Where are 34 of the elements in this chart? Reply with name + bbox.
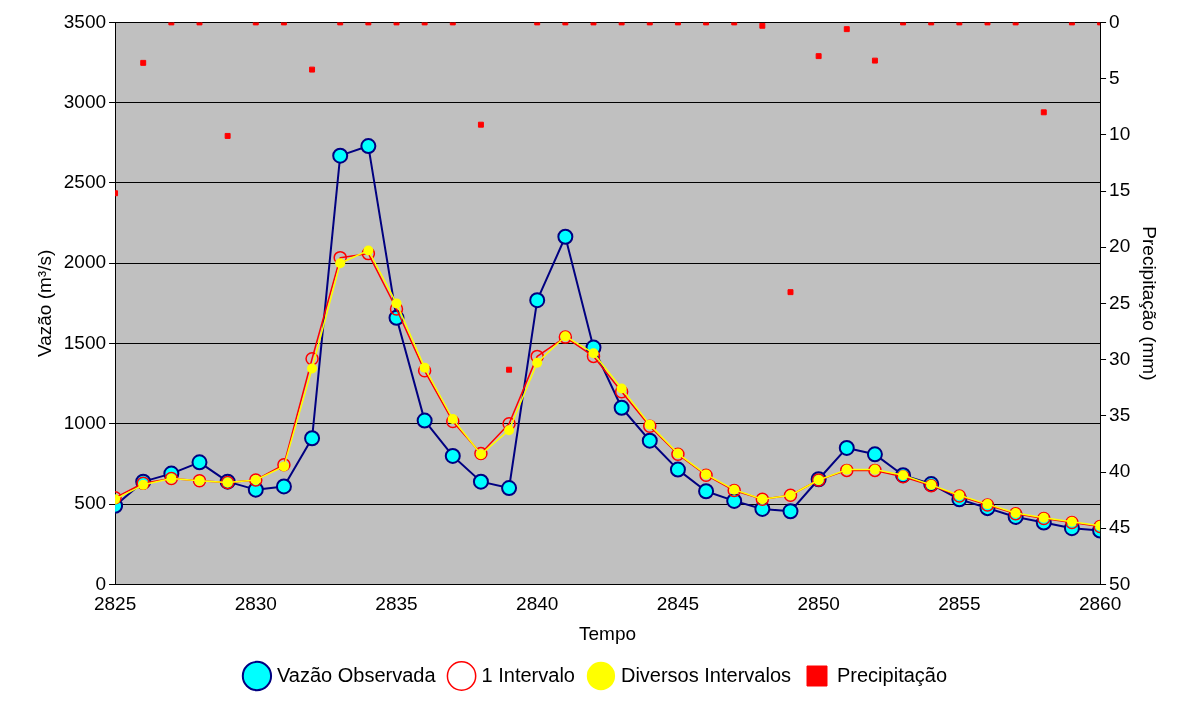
y2-tick-label: 5: [1109, 66, 1120, 88]
legend-label: 1 Intervalo: [481, 663, 575, 686]
x-axis-title: Tempo: [579, 622, 637, 644]
y-tick-label: 2000: [63, 251, 107, 273]
y2-tick-label: 35: [1109, 404, 1131, 426]
y2-tick-label: 50: [1109, 572, 1131, 594]
legend-label: Vazão Observada: [276, 663, 437, 686]
y-tick-label: 3500: [63, 10, 107, 32]
x-tick-label: 2855: [938, 593, 981, 615]
y-tick-label: 1500: [63, 331, 107, 353]
y2-tick-label: 40: [1109, 460, 1131, 482]
legend-label: Diversos Intervalos: [620, 663, 791, 686]
y-tick-label: 0: [95, 572, 107, 594]
x-tick-label: 2835: [375, 593, 418, 615]
y2-tick-label: 30: [1109, 347, 1131, 369]
y2-tick-label: 25: [1109, 291, 1131, 313]
x-tick-label: 2860: [1078, 593, 1122, 615]
x-tick-label: 2840: [516, 593, 559, 615]
x-tick-label: 2825: [93, 593, 137, 615]
y-axis-title: Vazão (m³/s): [33, 249, 55, 358]
y2-tick-label: 20: [1109, 235, 1131, 257]
x-tick-label: 2845: [656, 593, 700, 615]
x-tick-label: 2850: [797, 593, 840, 615]
x-tick-label: 2830: [234, 593, 277, 615]
y2-tick-label: 0: [1109, 10, 1120, 32]
y2-tick-label: 15: [1109, 179, 1131, 201]
y2-tick-label: 45: [1109, 516, 1131, 538]
y2-tick-label: 10: [1109, 123, 1131, 145]
legend-label: Precipitação: [837, 663, 948, 686]
y2-axis-title: Precipitação (mm): [1139, 226, 1161, 381]
y-tick-label: 500: [74, 492, 107, 514]
y-tick-label: 3000: [63, 90, 107, 112]
y-tick-label: 2500: [63, 171, 107, 193]
y-tick-label: 1000: [63, 412, 107, 434]
